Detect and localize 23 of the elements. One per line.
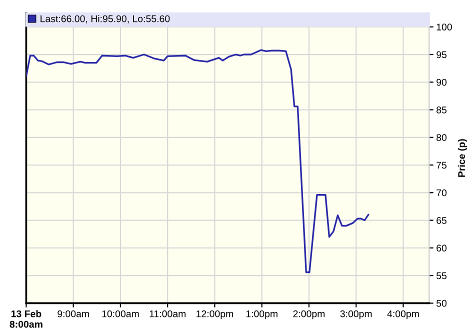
y-axis-title: Price (p)	[458, 139, 467, 177]
y-tick-label: 65	[436, 217, 447, 224]
y-tick-label: 55	[436, 272, 447, 280]
x-tick-label: 11:00am	[150, 310, 186, 318]
x-tick-label: 12:00pm	[196, 310, 233, 320]
y-tick-label: 60	[436, 244, 447, 252]
line-series	[26, 49, 370, 274]
y-tick-label: 70	[436, 189, 447, 196]
y-tick-label: 80	[436, 134, 447, 142]
x-tick-label: 9:00am	[58, 310, 89, 318]
y-tick-label: 50	[436, 300, 447, 307]
y-tick-label: 75	[436, 162, 447, 169]
y-tick-label: 85	[436, 106, 447, 114]
x-tick-label: 13 Feb 8:00am	[10, 310, 42, 328]
y-tick-label: 95	[436, 51, 447, 58]
x-tick-label: 4:00pm	[387, 310, 419, 320]
x-tick-label: 10:00am	[102, 310, 139, 318]
x-tick-label: 1:00pm	[246, 310, 278, 320]
y-tick-label: 100	[436, 24, 452, 30]
x-tick-label: 2:00pm	[293, 310, 325, 320]
x-tick-label: 3:00pm	[340, 310, 372, 320]
legend-label: Last:66.00, Hi:95.90, Lo:55.60	[40, 15, 170, 24]
y-tick-label: 90	[436, 78, 447, 86]
